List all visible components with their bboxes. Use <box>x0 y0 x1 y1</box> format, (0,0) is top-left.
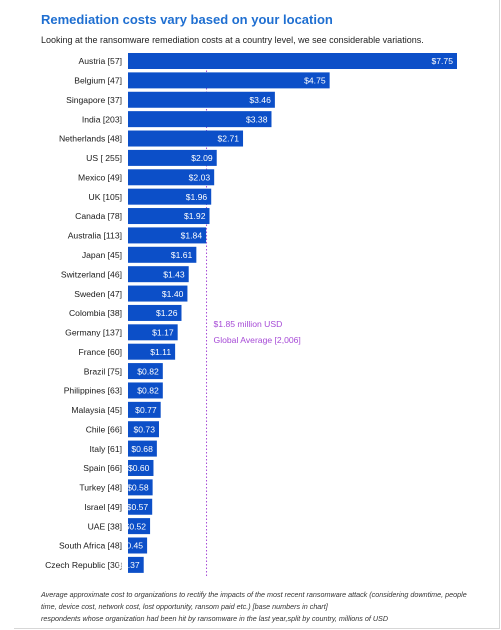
bar-value-label: $1.26 <box>156 308 178 318</box>
bar <box>128 169 215 186</box>
bar <box>128 343 176 360</box>
category-label: US [ 255] <box>86 153 122 163</box>
bar <box>128 111 272 128</box>
footnote-line-1: Average approximate cost to organization… <box>41 590 467 611</box>
bar-value-label: $1.40 <box>162 289 184 299</box>
bar <box>128 285 188 302</box>
category-label: Germany [137] <box>65 328 122 338</box>
bar-value-label: $0.82 <box>137 386 159 396</box>
bar <box>128 382 163 399</box>
bar <box>128 246 197 263</box>
category-label: Australia [113] <box>68 231 122 241</box>
category-label: Belgium [47] <box>74 76 122 86</box>
bar-value-label: $0.52 <box>125 521 147 531</box>
bar-value-label: $1.92 <box>184 211 206 221</box>
category-label: UK [105] <box>89 192 122 202</box>
bar <box>128 556 144 573</box>
global-average-caption: Global Average [2,006] <box>214 335 301 345</box>
bar-value-label: $1.11 <box>150 347 171 357</box>
bar <box>128 72 330 89</box>
category-label: Mexico [49] <box>78 172 122 182</box>
bar-value-label: $0.37 <box>118 560 140 570</box>
bar-value-label: $0.77 <box>135 405 157 415</box>
bar-value-label: $2.09 <box>191 153 213 163</box>
bar-value-label: $0.82 <box>137 366 159 376</box>
bar-value-label: $0.68 <box>131 444 153 454</box>
bar <box>128 479 153 496</box>
category-label: Malaysia [45] <box>71 405 122 415</box>
category-label: Turkey [48] <box>79 483 122 493</box>
bar <box>128 363 163 380</box>
category-label: Chile [66] <box>86 424 122 434</box>
category-label: Italy [61] <box>90 444 122 454</box>
category-label: Sweden [47] <box>74 289 122 299</box>
bar-value-label: $0.58 <box>127 483 149 493</box>
global-average-value-label: $1.85 million USD <box>214 319 283 329</box>
bar-value-label: $1.96 <box>186 192 208 202</box>
bar <box>128 324 178 341</box>
bar-value-label: $0.45 <box>122 541 144 551</box>
category-label: Czech Republic [30] <box>45 560 122 570</box>
category-label: Canada [78] <box>75 211 122 221</box>
bar <box>128 440 157 457</box>
bar-value-label: $7.75 <box>431 56 453 66</box>
bar-value-label: $2.03 <box>189 172 211 182</box>
bar <box>128 537 148 554</box>
bar-value-label: $0.57 <box>127 502 149 512</box>
bar <box>128 518 151 535</box>
footnote-line-2: respondents whose organization had been … <box>41 614 389 623</box>
bar <box>128 53 457 69</box>
category-label: UAE [38] <box>88 521 122 531</box>
category-label: Colombia [38] <box>69 308 122 318</box>
bar-value-label: $1.17 <box>152 328 174 338</box>
bar <box>128 459 154 476</box>
bar-chart: Austria [57] $7.75 Belgium [47] $4.75 Singap… <box>45 53 457 577</box>
category-label: India [203] <box>82 114 122 124</box>
category-label: Netherlands [48] <box>59 134 122 144</box>
category-label: Japan [45] <box>82 250 122 260</box>
bar <box>128 227 207 244</box>
bar <box>128 304 182 321</box>
category-label: Israel [49] <box>84 502 122 512</box>
bar-value-label: $0.73 <box>133 424 155 434</box>
bar <box>128 266 189 283</box>
bar <box>128 208 210 225</box>
bar-value-label: $1.43 <box>163 269 185 279</box>
category-label: France [60] <box>79 347 122 357</box>
bar <box>128 188 212 205</box>
category-label: Singapore [37] <box>66 95 122 105</box>
bar <box>128 401 161 418</box>
chart-footnote: Average approximate cost to organization… <box>41 589 481 625</box>
category-label: Austria [57] <box>79 56 122 66</box>
category-label: Philippines [63] <box>64 386 122 396</box>
bar <box>128 149 217 166</box>
bar-value-label: $0.60 <box>128 463 150 473</box>
bar <box>128 130 244 147</box>
bar-value-label: $3.46 <box>249 95 271 105</box>
bar-value-label: $3.38 <box>246 114 268 124</box>
chart-title: Remediation costs vary based on your loc… <box>41 12 333 27</box>
chart-frame <box>14 0 500 629</box>
category-label: Brazil [75] <box>84 366 122 376</box>
chart-subtitle: Looking at the ransomware remediation co… <box>41 35 424 45</box>
bar-value-label: $1.61 <box>171 250 193 260</box>
bar <box>128 498 153 515</box>
bar-value-label: $2.71 <box>218 134 240 144</box>
category-label: Switzerland [46] <box>61 269 122 279</box>
bar <box>128 91 275 108</box>
bar <box>128 421 159 438</box>
category-label: South Africa [48] <box>59 541 122 551</box>
bar-value-label: $4.75 <box>304 76 326 86</box>
category-label: Spain [66] <box>83 463 122 473</box>
bar-value-label: $1.84 <box>181 231 203 241</box>
